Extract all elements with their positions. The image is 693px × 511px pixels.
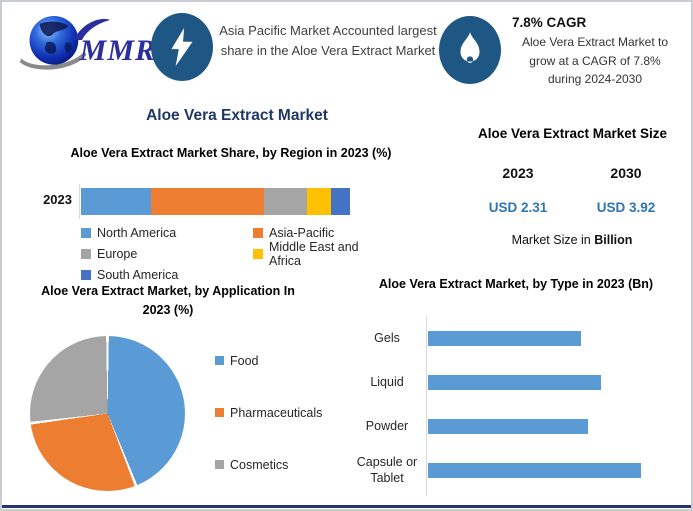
region-segment-north-america (81, 188, 151, 215)
legend-swatch (253, 227, 263, 238)
market-size-years: 2023 2030 (464, 165, 680, 181)
cagr-line-1: Aloe Vera Extract Market to (521, 35, 669, 49)
type-bar-track (428, 330, 641, 346)
type-bar (428, 374, 601, 390)
legend-swatch (215, 356, 224, 365)
region-chart-category-label: 2023 (43, 192, 72, 207)
globe-icon (19, 16, 87, 70)
legend-label: Food (230, 353, 259, 368)
region-chart-title: Aloe Vera Extract Market Share, by Regio… (70, 146, 392, 160)
region-chart-axis-line (79, 184, 80, 219)
legend-swatch (81, 248, 91, 259)
legend-item: Europe (81, 244, 253, 263)
legend-item: North America (81, 223, 253, 242)
type-bar-row: Liquid (354, 360, 654, 404)
legend-item: South America (81, 265, 253, 284)
type-bar-row: Gels (354, 316, 654, 360)
type-chart-title: Aloe Vera Extract Market, by Type in 202… (378, 277, 654, 291)
market-size-title: Aloe Vera Extract Market Size (477, 126, 668, 141)
legend-item: Food (215, 351, 322, 370)
type-bar-row: Powder (354, 404, 654, 448)
legend-label: South America (97, 267, 179, 282)
header-highlight-text: Asia Pacific Market Accounted largest sh… (219, 23, 437, 58)
type-bar (428, 462, 641, 478)
logo-swoosh-icon (74, 18, 110, 40)
type-chart-axis-line (426, 316, 427, 496)
legend-label: Middle East and Africa (269, 239, 359, 268)
mmr-logo: MMR (16, 8, 156, 80)
type-bar (428, 330, 582, 346)
legend-item: Asia-Pacific (253, 223, 391, 242)
cagr-line-3: during 2024-2030 (547, 72, 643, 87)
region-stacked-bar (81, 188, 350, 215)
region-segment-middle-east-and-africa (306, 188, 332, 215)
market-size-note-unit: Billion (594, 233, 633, 247)
cagr-block: 7.8% CAGR Aloe Vera Extract Market to gr… (500, 15, 690, 89)
type-bar-row: Capsule or Tablet (354, 448, 654, 492)
legend-swatch (253, 248, 263, 259)
legend-label: Europe (97, 246, 138, 261)
legend-item: Pharmaceuticals (215, 403, 322, 422)
type-bar-label: Powder (365, 418, 409, 433)
region-segment-south-america (331, 188, 350, 215)
flame-badge (439, 16, 501, 84)
flame-icon (460, 32, 480, 63)
region-segment-asia-pacific (150, 188, 264, 215)
type-bar-label: Capsule or Tablet (356, 454, 418, 485)
type-bar-label: Gels (374, 330, 400, 345)
legend-label: Pharmaceuticals (230, 405, 323, 420)
market-size-note: Market Size in Billion (464, 233, 680, 247)
region-segment-europe (263, 188, 307, 215)
region-chart-legend: North America Asia-Pacific Europe Middle Ea… (81, 223, 391, 284)
legend-swatch (81, 269, 91, 280)
legend-label: Cosmetics (230, 457, 289, 472)
legend-item: Middle East and Africa (253, 240, 391, 268)
logo-text: MMR (79, 34, 156, 67)
type-bar-track (428, 462, 641, 478)
market-size-values: USD 2.31 USD 3.92 (464, 200, 680, 215)
cagr-line-2: grow at a CAGR of 7.8% (529, 53, 661, 68)
market-size-year-2023: 2023 (502, 165, 534, 181)
lightning-icon (171, 28, 193, 66)
lightning-badge (151, 13, 213, 81)
application-chart-title: Aloe Vera Extract Market, by Application… (41, 284, 295, 317)
type-bar-label: Liquid (370, 374, 404, 389)
legend-label: Asia-Pacific (269, 225, 335, 240)
market-size-value-2023: USD 2.31 (488, 200, 548, 215)
page-title: Aloe Vera Extract Market (146, 107, 328, 124)
type-bar-track (428, 374, 641, 390)
type-bar (428, 418, 588, 434)
market-size-note-prefix: Market Size in (511, 233, 595, 247)
application-pie-legend: Food Pharmaceuticals Cosmetics (215, 351, 322, 474)
type-bar-chart: Gels Liquid Powder Capsule or Tablet (354, 316, 654, 492)
application-pie (30, 336, 185, 491)
market-size-value-2030: USD 3.92 (596, 200, 656, 215)
legend-item: Cosmetics (215, 455, 322, 474)
legend-swatch (215, 408, 224, 417)
legend-swatch (81, 227, 91, 238)
type-bar-track (428, 418, 641, 434)
market-size-year-2030: 2030 (610, 165, 642, 181)
cagr-title: 7.8% CAGR (512, 15, 587, 30)
legend-label: North America (97, 225, 177, 240)
legend-swatch (215, 460, 224, 469)
